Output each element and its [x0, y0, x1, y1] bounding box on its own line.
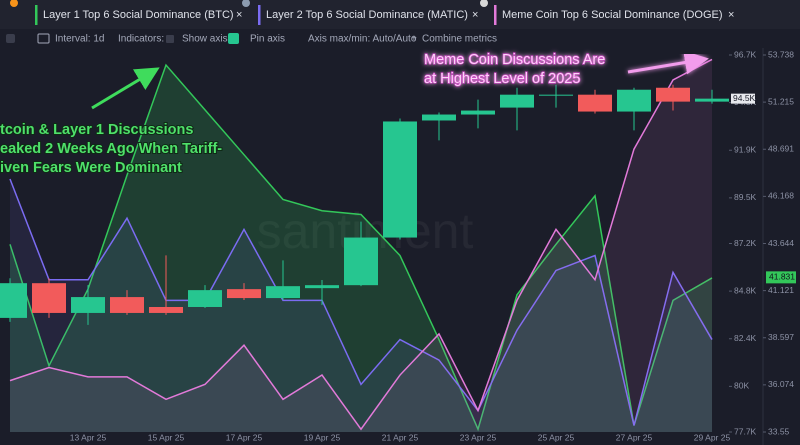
checkbox[interactable]	[6, 34, 15, 43]
candle-body	[227, 289, 261, 299]
annotation-line: at Highest Level of 2025	[424, 71, 580, 87]
tab-icon	[10, 0, 18, 7]
x-tick-label: 19 Apr 25	[304, 432, 341, 442]
combine-metrics[interactable]: Combine metrics	[422, 34, 497, 45]
tab-color	[35, 5, 38, 25]
y2-tick-label: 38.597	[768, 332, 794, 342]
y-tick-label: 91.9K	[734, 144, 757, 154]
candle-body	[695, 98, 729, 102]
annotation-arrow	[91, 67, 160, 110]
x-tick-label: 21 Apr 25	[382, 432, 419, 442]
candle-body	[422, 114, 456, 121]
interval[interactable]: Interval: 1d	[55, 34, 104, 45]
y-tick-label: 96.7K	[734, 49, 757, 59]
series-line	[9, 178, 713, 426]
candle-body	[539, 94, 573, 96]
annotation-line: eaked 2 Weeks Ago When Tariff-	[0, 141, 222, 157]
current-price-label: 94.5K	[733, 93, 756, 103]
tab[interactable]: Meme Coin Top 6 Social Dominance (DOGE)	[502, 9, 723, 21]
candle-body	[71, 297, 105, 313]
candle-body	[188, 290, 222, 307]
candle-body	[0, 283, 27, 318]
tab-close[interactable]: ×	[236, 9, 242, 21]
y-tick-label: 82.4K	[734, 333, 757, 343]
indicators[interactable]: Indicators:	[118, 34, 164, 45]
interval-icon	[37, 33, 50, 44]
tab[interactable]: Layer 2 Top 6 Social Dominance (MATIC)	[266, 9, 468, 21]
y2-tick-label: 41.121	[768, 285, 794, 295]
y-tick-label: 87.2K	[734, 238, 757, 248]
candle-body	[344, 237, 378, 286]
y-tick-label: 77.7K	[734, 426, 757, 436]
y2-tick-label: 46.168	[768, 191, 794, 201]
candle-body	[149, 306, 183, 313]
tab-color	[494, 5, 497, 25]
current-price-badge	[731, 93, 755, 104]
candle-body	[656, 87, 690, 102]
plus-icon: +	[411, 34, 417, 45]
annotation-line: Meme Coin Discussions Are	[424, 52, 605, 68]
tab-close[interactable]: ×	[472, 9, 478, 21]
candle-body	[578, 94, 612, 112]
annotation-arrow	[627, 50, 709, 75]
x-tick-label: 29 Apr 25	[694, 432, 731, 442]
y2-tick-label: 48.691	[768, 144, 794, 154]
current-value-label: 41.831	[769, 272, 795, 282]
indicator-icon	[166, 35, 174, 43]
annotation-line: tcoin & Layer 1 Discussions	[0, 122, 193, 138]
candle-body	[266, 286, 300, 299]
x-tick-label: 17 Apr 25	[226, 432, 263, 442]
series-line	[9, 63, 713, 432]
tab[interactable]: Layer 1 Top 6 Social Dominance (BTC)	[43, 9, 234, 21]
candle-body	[500, 94, 534, 108]
candle-body	[617, 89, 651, 112]
y2-tick-label: 36.074	[768, 379, 794, 389]
y2-tick-label: 53.738	[768, 49, 794, 59]
tab-icon	[480, 0, 488, 7]
y2-tick-label: 43.644	[768, 238, 794, 248]
series-area	[10, 178, 712, 432]
tab-color	[258, 5, 261, 25]
series-area	[10, 59, 712, 433]
x-tick-label: 15 Apr 25	[148, 432, 185, 442]
x-tick-label: 23 Apr 25	[460, 432, 497, 442]
tab-icon	[242, 0, 250, 7]
candle-body	[32, 283, 66, 313]
plot: 96.7K94.3K91.9K89.5K87.2K84.8K82.4K80K77…	[0, 49, 796, 442]
y2-tick-label: 33.55	[768, 426, 790, 436]
candle-body	[305, 285, 339, 289]
x-tick-label: 13 Apr 25	[70, 432, 107, 442]
x-tick-label: 27 Apr 25	[616, 432, 653, 442]
annotation-line: iven Fears Were Dominant	[0, 160, 182, 176]
show-axis[interactable]: Show axis	[182, 34, 228, 45]
axis-minmax[interactable]: Axis max/min: Auto/Auto	[308, 34, 417, 45]
candle-body	[110, 297, 144, 313]
y-tick-label: 80K	[734, 381, 749, 391]
tab-close[interactable]: ×	[728, 9, 734, 21]
x-tick-label: 25 Apr 25	[538, 432, 575, 442]
candle-body	[383, 121, 417, 238]
y-tick-label: 84.8K	[734, 285, 757, 295]
y-tick-label: 89.5K	[734, 192, 757, 202]
tab-bar	[0, 0, 800, 29]
y2-tick-label: 51.215	[768, 96, 794, 106]
pin-axis[interactable]: Pin axis	[250, 34, 285, 45]
series-line	[9, 58, 713, 431]
current-value-badge	[766, 271, 796, 284]
checkbox-checked[interactable]	[228, 33, 239, 44]
candle-body	[461, 110, 495, 115]
